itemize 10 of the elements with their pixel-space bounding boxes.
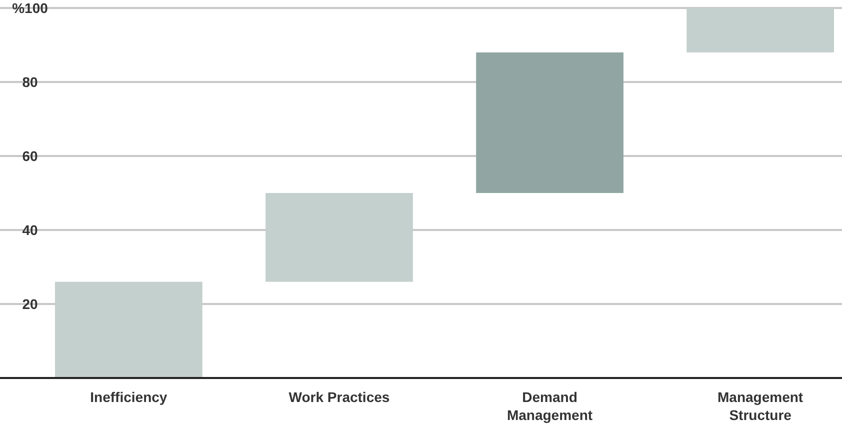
x-tick-label: Demand Management [506,389,593,423]
y-tick-label: %100 [12,0,48,16]
y-tick-label: 80 [22,74,38,90]
y-tick-label: 20 [22,296,38,312]
y-tick-label: 40 [22,222,38,238]
x-tick-label: Inefficiency [90,389,168,405]
x-tick-label: Work Practices [288,389,390,405]
y-tick-label: 60 [22,148,38,164]
bar [476,52,624,193]
x-tick-label: Management Structure [718,389,804,423]
